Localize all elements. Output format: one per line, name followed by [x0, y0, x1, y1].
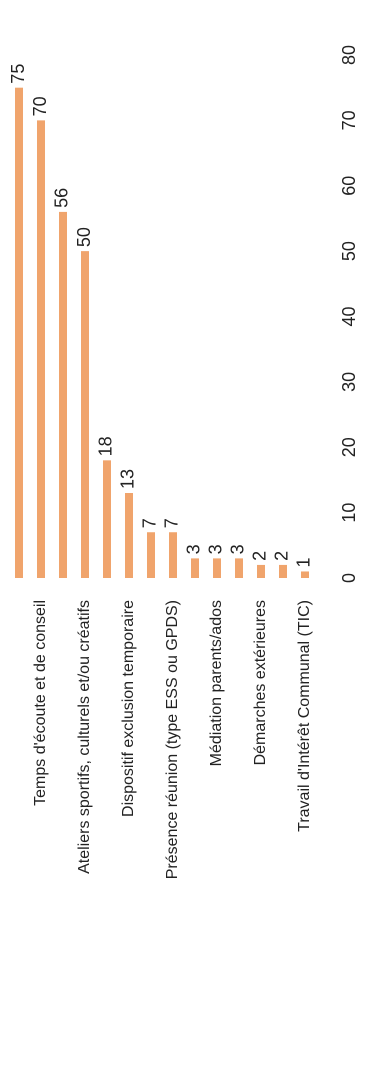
value-label: 70: [30, 96, 50, 116]
bar: [125, 493, 133, 578]
value-label: 7: [140, 518, 160, 528]
value-label: 50: [74, 227, 94, 247]
value-label: 75: [8, 64, 28, 84]
y-tick-label: 0: [339, 573, 359, 583]
y-tick-label: 70: [339, 110, 359, 130]
x-tick-label: Ateliers sportifs, culturels et/ou créat…: [76, 600, 93, 874]
bar: [301, 571, 309, 578]
bar: [213, 558, 221, 578]
x-tick-label: Médiation parents/ados: [208, 600, 225, 766]
value-label: 2: [250, 551, 270, 561]
value-label: 56: [52, 188, 72, 208]
y-tick-label: 10: [339, 503, 359, 523]
bar: [81, 251, 89, 578]
bar: [37, 120, 45, 578]
y-tick-label: 60: [339, 176, 359, 196]
y-tick-label: 20: [339, 437, 359, 457]
bar: [191, 558, 199, 578]
value-label: 3: [206, 544, 226, 554]
x-tick-label: Dispositif exclusion temporaire: [120, 600, 137, 817]
bar: [15, 87, 23, 578]
value-label: 7: [162, 518, 182, 528]
bar: [103, 460, 111, 578]
value-label: 3: [228, 544, 248, 554]
x-tick-label: Temps d'écoute et de conseil: [32, 600, 49, 806]
y-tick-label: 80: [339, 45, 359, 65]
y-tick-label: 30: [339, 372, 359, 392]
x-tick-label: Travail d'Intérêt Communal (TIC): [296, 600, 313, 832]
value-label: 13: [118, 469, 138, 489]
bar: [59, 211, 67, 578]
y-tick-label: 40: [339, 306, 359, 326]
bar: [235, 558, 243, 578]
value-label: 2: [272, 551, 292, 561]
x-tick-label: Présence réunion (type ESS ou GPDS): [164, 600, 181, 879]
bar: [169, 532, 177, 578]
bar: [279, 564, 287, 578]
y-tick-label: 50: [339, 241, 359, 261]
bar: [257, 564, 265, 578]
value-label: 18: [96, 436, 116, 456]
value-label: 3: [184, 544, 204, 554]
value-label: 1: [294, 557, 314, 567]
x-tick-label: Démarches extérieures: [252, 600, 269, 765]
bar: [147, 532, 155, 578]
